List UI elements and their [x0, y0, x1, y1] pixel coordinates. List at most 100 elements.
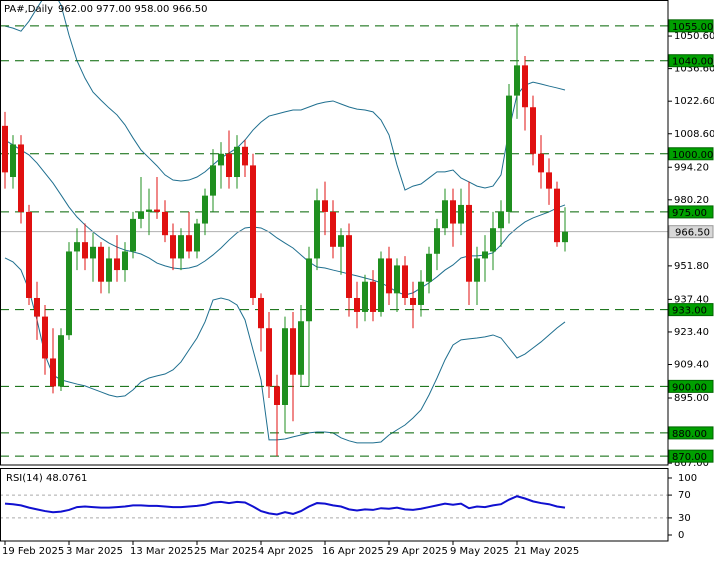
- candle-body: [482, 251, 488, 259]
- candle-body: [122, 251, 128, 271]
- candle-body: [98, 246, 104, 282]
- candle-body: [2, 125, 8, 173]
- y-tick-label: 1036.60: [674, 64, 714, 75]
- overlay: 1050.60 1036.60 1022.60 1008.60 994.20 980.20…: [2, 19, 714, 557]
- candle-body: [298, 321, 304, 375]
- candle-body: [18, 144, 24, 212]
- candle-body: [530, 107, 536, 154]
- candle-body: [434, 228, 440, 254]
- candle-body: [186, 235, 192, 252]
- candle-body: [506, 95, 512, 212]
- candle-body: [490, 228, 496, 252]
- x-tick-label: 25 Mar 2025: [194, 546, 257, 557]
- band-lower: [4, 257, 566, 444]
- x-tick-label: 4 Apr 2025: [258, 546, 313, 557]
- candle-body: [394, 265, 400, 294]
- candle-body: [162, 211, 168, 236]
- candle-body: [466, 204, 472, 282]
- candle-body: [314, 200, 320, 259]
- candle-body: [202, 195, 208, 224]
- x-tick-label: 19 Feb 2025: [2, 546, 64, 557]
- rsi-title: RSI(14) 48.0761: [6, 473, 87, 484]
- candle-body: [114, 258, 120, 271]
- candle-body: [10, 144, 16, 178]
- candle-body: [458, 204, 464, 224]
- level-label: 933.00: [672, 306, 707, 317]
- rsi-line: [4, 495, 566, 516]
- y-tick-label: 1008.60: [674, 129, 714, 140]
- candle-body: [370, 281, 376, 312]
- candle-body: [106, 258, 112, 282]
- rsi-tick-label: 70: [678, 490, 691, 501]
- y-tick-label: 867.00: [674, 458, 709, 469]
- candle-body: [346, 235, 352, 298]
- candle-body: [250, 165, 256, 298]
- level-label-box: [668, 54, 714, 68]
- candle-body: [146, 209, 152, 212]
- y-tick-label: 937.40: [674, 294, 709, 305]
- y-tick-label: 923.40: [674, 327, 709, 338]
- candle-body: [378, 258, 384, 312]
- x-tick-label: 16 Apr 2025: [322, 546, 384, 557]
- candle-body: [442, 200, 448, 229]
- level-label-box: [668, 449, 714, 463]
- candle-body: [322, 200, 328, 212]
- rsi-frame: [0, 468, 669, 542]
- level-label: 880.00: [672, 429, 707, 440]
- level-label: 1055.00: [672, 22, 713, 33]
- candle-body: [522, 65, 528, 108]
- candle-body: [234, 146, 240, 178]
- candle-body: [226, 153, 232, 178]
- candle-body: [218, 153, 224, 166]
- level-label: 1000.00: [672, 150, 713, 161]
- candle-body: [242, 146, 248, 166]
- y-tick-label: 994.20: [674, 162, 709, 173]
- level-label-box: [668, 19, 714, 33]
- x-tick-label: 3 Mar 2025: [66, 546, 123, 557]
- candle-body: [474, 258, 480, 282]
- candle-body: [354, 297, 360, 312]
- candle-body: [266, 328, 272, 387]
- candle-body: [562, 231, 568, 243]
- level-label: 870.00: [672, 452, 707, 463]
- candle-body: [66, 251, 72, 336]
- rsi-plot: [0, 494, 668, 519]
- candle-body: [450, 200, 456, 224]
- y-tick-label: 909.40: [674, 360, 709, 371]
- candle-body: [386, 258, 392, 294]
- candle-body: [154, 209, 160, 212]
- last-price-box: [668, 225, 714, 239]
- x-tick-label: 13 Mar 2025: [130, 546, 193, 557]
- candle-body: [546, 172, 552, 189]
- x-tick-label: 29 Apr 2025: [386, 546, 448, 557]
- x-tick-label: 9 May 2025: [450, 546, 509, 557]
- candle-body: [330, 211, 336, 247]
- candle-body: [282, 328, 288, 405]
- candle-body: [26, 211, 32, 298]
- candle-body: [258, 297, 264, 329]
- level-label-box: [668, 379, 714, 393]
- candle-body: [34, 297, 40, 317]
- candle-body: [130, 218, 136, 252]
- candle-body: [362, 281, 368, 312]
- level-label-box: [668, 426, 714, 440]
- candle-body: [306, 258, 312, 322]
- candle-body: [178, 235, 184, 259]
- candle-body: [418, 281, 424, 305]
- candle-body: [554, 188, 560, 243]
- rsi-tick-label: 0: [678, 530, 684, 541]
- price-frame: [0, 0, 669, 466]
- price-plot: [0, 0, 668, 457]
- candle-body: [74, 242, 80, 252]
- level-label: 975.00: [672, 208, 707, 219]
- ohlc-header: 962.00 977.00 958.00 966.50: [58, 4, 208, 15]
- level-label: 900.00: [672, 382, 707, 393]
- candle-body: [538, 153, 544, 173]
- candle-body: [90, 246, 96, 259]
- candle-body: [210, 165, 216, 196]
- symbol-title: PA#,Daily: [4, 4, 53, 15]
- level-label-box: [668, 147, 714, 161]
- candle-body: [274, 386, 280, 405]
- level-label-box: [668, 303, 714, 317]
